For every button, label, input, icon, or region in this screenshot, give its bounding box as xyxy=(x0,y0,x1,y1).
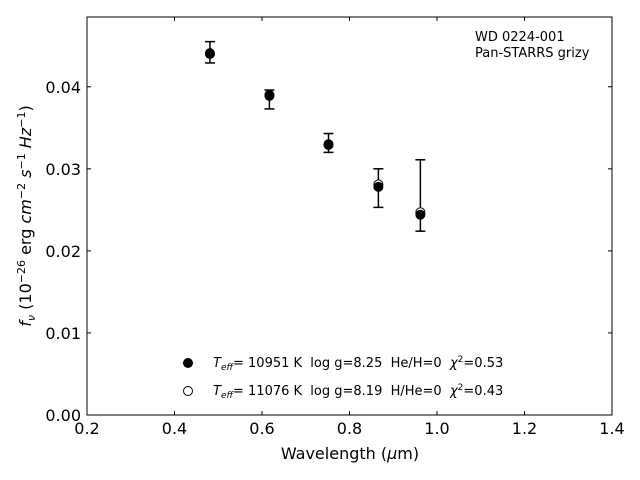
plot-marks xyxy=(204,40,426,232)
y-axis-label: fν (10−26 erg cm−2 s−1 Hz−1) xyxy=(15,105,38,326)
legend-marker-open xyxy=(183,386,193,396)
x-tick-label: 0.8 xyxy=(337,419,362,438)
data-point-filled xyxy=(264,90,275,101)
x-tick-label: 1.4 xyxy=(599,419,624,438)
legend-marker-filled xyxy=(183,358,193,368)
legend-entry-1: Teff= 10951 K log g=8.25 He/H=0 χ2=0.53 xyxy=(213,355,503,373)
legend: Teff= 10951 K log g=8.25 He/H=0 χ2=0.53 … xyxy=(183,355,503,401)
legend-entry-2: Teff= 11076 K log g=8.19 H/He=0 χ2=0.43 xyxy=(213,383,503,401)
data-point-filled xyxy=(373,181,384,192)
data-point-filled xyxy=(204,48,215,59)
y-tick-label: 0.02 xyxy=(45,242,81,261)
annotation-survey: Pan-STARRS grizy xyxy=(475,46,590,61)
annotation-object-name: WD 0224-001 xyxy=(475,30,565,45)
x-axis-label: Wavelength (μm) xyxy=(281,444,419,463)
x-tick-label: 0.4 xyxy=(162,419,187,438)
x-tick-label: 0.6 xyxy=(249,419,274,438)
data-point-filled xyxy=(415,209,426,220)
axes: 0.2 0.4 0.6 0.8 1.0 1.2 1.4 0.00 0.01 0.02 0.03 0.0… xyxy=(45,17,625,438)
x-tick-label: 1.2 xyxy=(512,419,537,438)
y-tick-label: 0.04 xyxy=(45,78,81,97)
data-point-filled xyxy=(323,140,334,151)
x-tick-label: 0.2 xyxy=(74,419,99,438)
x-tick-label: 1.0 xyxy=(424,419,449,438)
y-tick-label: 0.00 xyxy=(45,406,81,425)
y-tick-label: 0.01 xyxy=(45,324,81,343)
y-tick-label: 0.03 xyxy=(45,160,81,179)
